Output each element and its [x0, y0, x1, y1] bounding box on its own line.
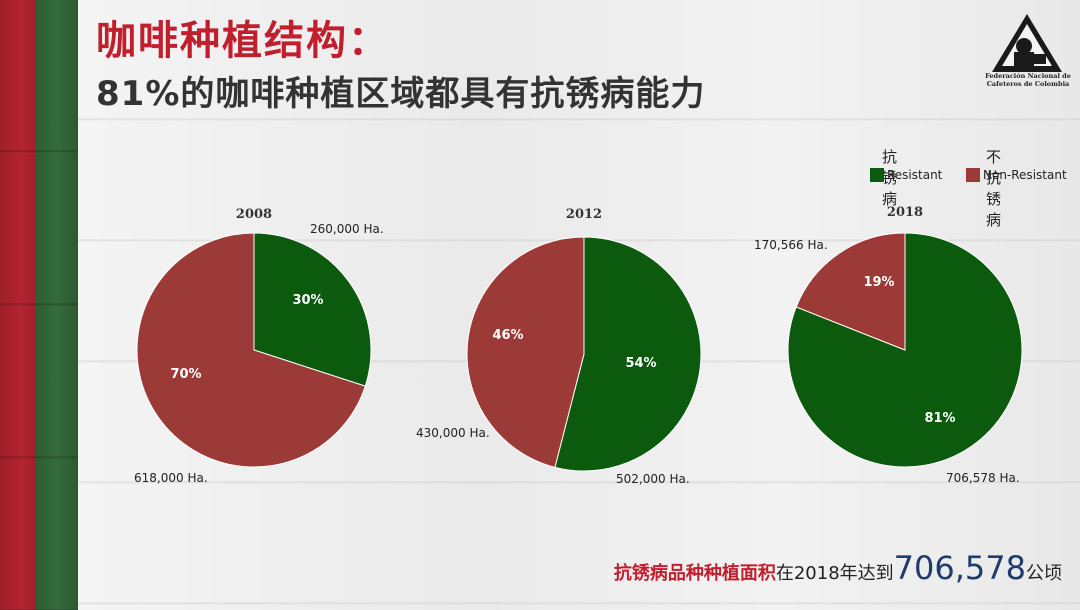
pie-2008-label-resistant: 30% [292, 293, 323, 308]
pie-2012-label-resistant: 54% [625, 356, 656, 371]
legend-swatch-resistant [870, 168, 884, 182]
pie-2008-slice-non-resistant [136, 232, 366, 468]
footer-middle: 在2018年达到 [775, 563, 894, 584]
pie-2008-annotation-resistant: 260,000 Ha. [310, 222, 384, 236]
pie-2012-annotation-resistant: 502,000 Ha. [616, 472, 690, 486]
pie-2012-slice-non-resistant [466, 236, 585, 468]
logo-text: Federación Nacional de Cafeteros de Colo… [976, 72, 1080, 88]
pie-2008-annotation-non-resistant: 618,000 Ha. [134, 471, 208, 485]
pie-2018-annotation-resistant: 706,578 Ha. [946, 471, 1020, 485]
footer-number: 706,578 [893, 549, 1026, 587]
footer-summary: 抗锈病品种种植面积 在2018年达到 706,578 公顷 [614, 549, 1062, 587]
logo-text-line2: Cafeteros de Colombia [986, 80, 1070, 88]
page-subtitle: 81%的咖啡种植区域都具有抗锈病能力 [96, 74, 706, 114]
pie-2018-slice-non-resistant [795, 232, 906, 351]
page-title: 咖啡种植结构： [96, 18, 390, 64]
pie-2018-annotation-non-resistant: 170,566 Ha. [754, 238, 828, 252]
pie-2012-title: 2012 [566, 207, 602, 222]
left-green-stripe [36, 0, 78, 610]
logo-text-line1: Federación Nacional de [985, 72, 1071, 80]
legend-item-nonresistant: Non-Resistant [966, 168, 1067, 182]
pie-2008-slice-resistant [253, 232, 372, 387]
left-red-stripe [0, 0, 36, 610]
pie-2012-label-non-resistant: 46% [492, 328, 523, 343]
pie-2018-title: 2018 [887, 205, 923, 220]
footer-unit: 公顷 [1026, 563, 1062, 584]
pie-2012-annotation-non-resistant: 430,000 Ha. [416, 426, 490, 440]
footer-highlight: 抗锈病品种种植面积 [613, 563, 776, 584]
legend-resistant-en: Resistant [887, 168, 943, 182]
pie-2008-title: 2008 [236, 207, 272, 222]
pie-2018-label-resistant: 81% [924, 411, 955, 426]
legend-swatch-nonresistant [966, 168, 980, 182]
legend-item-resistant: Resistant [870, 168, 942, 182]
pie-2012-slice-resistant [554, 236, 702, 472]
legend-resistant-cn: 抗锈病 [882, 148, 898, 208]
fnc-logo-icon [992, 14, 1062, 72]
legend-nonresistant-cn: 不抗锈病 [986, 148, 1002, 229]
pie-2018-slice-resistant [787, 232, 1023, 468]
pie-2018-label-non-resistant: 19% [863, 275, 894, 290]
legend-nonresistant-en: Non-Resistant [983, 168, 1067, 182]
pie-2008-label-non-resistant: 70% [170, 367, 201, 382]
